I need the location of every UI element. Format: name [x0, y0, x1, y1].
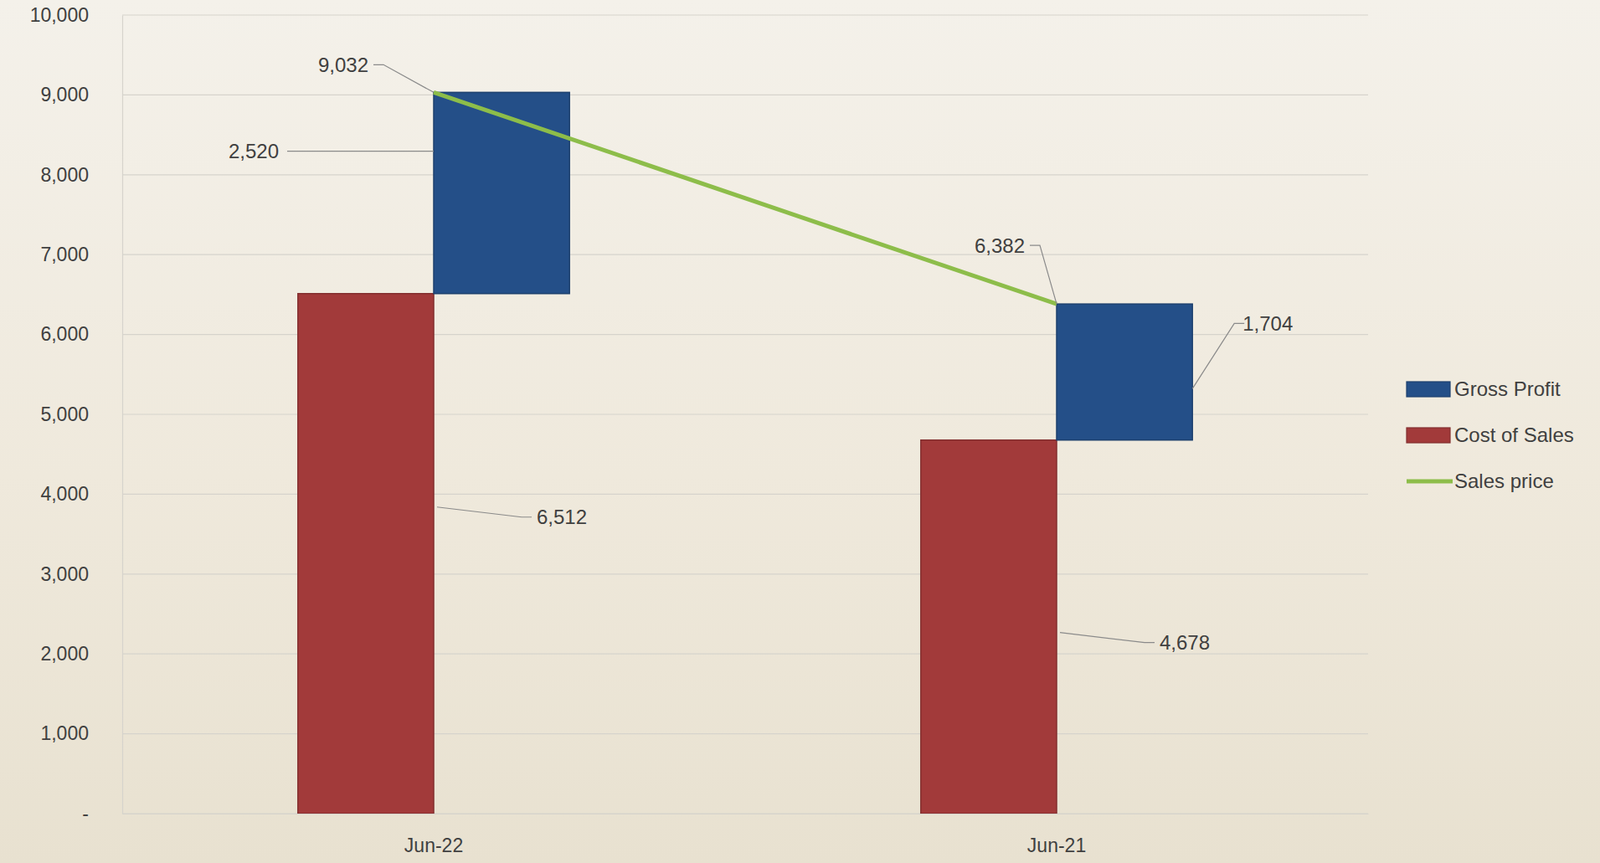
legend-swatch [1406, 479, 1453, 484]
data-labels: 6,512 4,678 2,520 1,704 9,032 6,382 [228, 53, 1293, 654]
legend: Gross Profit Cost of Sales Sales price [1406, 377, 1575, 493]
y-tick-label: 2,000 [40, 643, 89, 665]
y-tick-label: 10,000 [30, 4, 89, 26]
leader-line [373, 64, 434, 93]
grid-line [122, 94, 1369, 96]
y-tick-label: 1,000 [40, 722, 89, 745]
y-tick: 5,000 [40, 403, 123, 426]
y-tick: 10,000 [30, 4, 123, 26]
data-label: 2,520 [228, 139, 279, 163]
grid-line [122, 254, 1369, 256]
y-tick: 4,000 [40, 483, 123, 505]
y-tick-label: 9,000 [40, 83, 89, 106]
y-tick-label: 5,000 [40, 403, 89, 426]
grid-line [122, 14, 1369, 16]
data-label: 1,704 [1242, 312, 1293, 335]
bar [433, 92, 570, 294]
bar [1056, 303, 1193, 441]
leader-line [1029, 245, 1057, 304]
legend-swatch [1406, 381, 1451, 397]
legend-item: Gross Profit [1406, 377, 1561, 401]
legend-item: Sales price [1406, 469, 1554, 493]
y-axis: - 1,000 2,000 3,000 4,000 5,000 6,000 7,000 8,00… [30, 4, 124, 825]
data-label: 6,512 [536, 505, 587, 529]
y-tick: 3,000 [40, 563, 123, 586]
x-tick-label: Jun-21 [1027, 834, 1086, 857]
x-tick: Jun-21 [1027, 813, 1086, 857]
x-axis-line [123, 813, 1369, 815]
leader-line [287, 150, 434, 152]
leader-line [1192, 323, 1245, 389]
y-tick: 8,000 [40, 164, 123, 186]
bar [920, 440, 1057, 814]
legend-label: Sales price [1454, 469, 1554, 493]
legend-item: Cost of Sales [1406, 423, 1575, 447]
y-tick-label: 6,000 [40, 323, 89, 345]
y-tick: 6,000 [40, 323, 123, 345]
data-label: 6,382 [974, 234, 1025, 258]
chart: - 1,000 2,000 3,000 4,000 5,000 6,000 7,000 8,00… [0, 0, 1600, 863]
y-tick-label: 3,000 [40, 563, 89, 586]
y-tick-label: - [82, 802, 89, 825]
x-axis: Jun-22 Jun-21 [123, 813, 1369, 857]
y-tick: 2,000 [40, 643, 123, 665]
data-label: 9,032 [318, 53, 369, 77]
y-tick-label: 8,000 [40, 164, 89, 186]
leader-line [1059, 632, 1155, 644]
legend-swatch [1406, 427, 1451, 443]
legend-label: Cost of Sales [1454, 423, 1575, 447]
y-tick: - [82, 802, 123, 825]
y-tick: 1,000 [40, 722, 123, 745]
leader-line [437, 507, 532, 518]
y-axis-line [122, 15, 124, 815]
y-tick-label: 7,000 [40, 243, 89, 266]
x-tick-label: Jun-22 [404, 834, 464, 857]
grid-line [122, 174, 1369, 175]
line [433, 92, 1057, 304]
data-label: 4,678 [1159, 631, 1210, 654]
y-tick: 9,000 [40, 83, 123, 106]
y-tick-label: 4,000 [40, 483, 89, 505]
x-tick: Jun-22 [404, 813, 464, 857]
bar [298, 293, 434, 814]
y-tick: 7,000 [40, 243, 123, 266]
plot-marks [298, 92, 1193, 814]
grid [122, 15, 1369, 814]
legend-label: Gross Profit [1454, 377, 1561, 401]
